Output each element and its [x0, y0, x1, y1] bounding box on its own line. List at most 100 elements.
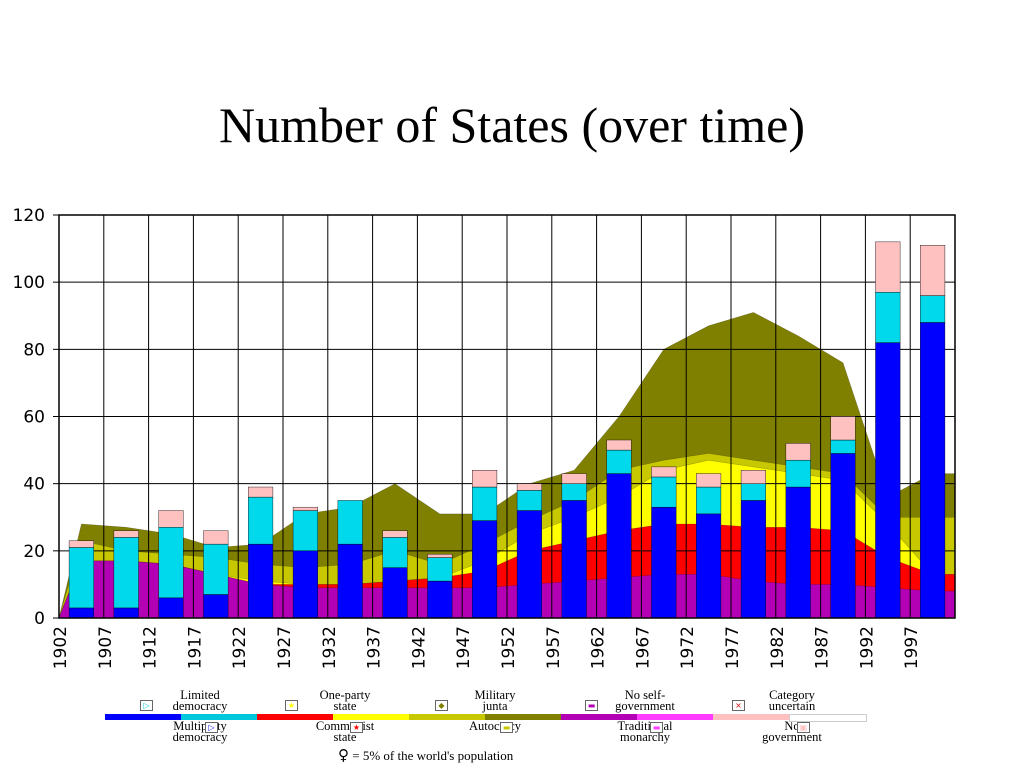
- legend: ♀ = 5% of the world's population Limited…: [0, 684, 1024, 768]
- bar-limited-democracy: [203, 543, 229, 595]
- legend-swatch: [561, 714, 637, 720]
- bar-limited-democracy: [651, 476, 677, 508]
- bar-no-government: [203, 530, 229, 545]
- bar-multiparty-democracy: [740, 500, 766, 619]
- bar-multiparty-democracy: [248, 543, 274, 619]
- bar-limited-democracy: [382, 537, 408, 568]
- bar-icon: ▬: [585, 700, 598, 711]
- bar-multiparty-democracy: [516, 510, 542, 619]
- x-tick-label: 1957: [544, 626, 564, 669]
- bar-limited-democracy: [920, 295, 946, 323]
- bar-limited-democracy: [427, 557, 453, 582]
- x-tick-label: 1987: [813, 626, 833, 669]
- bar-no-government: [561, 473, 587, 484]
- bar-multiparty-democracy: [651, 506, 677, 619]
- bar-multiparty-democracy: [427, 580, 453, 619]
- x-tick-label: 1977: [723, 626, 743, 669]
- bar-no-government: [472, 470, 498, 488]
- star-icon: ★: [285, 700, 298, 711]
- bar-no-government: [113, 530, 139, 538]
- bar-no-government: [875, 241, 901, 293]
- bar-limited-democracy: [740, 483, 766, 501]
- bar-no-government: [740, 470, 766, 484]
- x-tick-label: 1927: [275, 626, 295, 669]
- legend-label: No government: [762, 719, 822, 744]
- x-tick-label: 1947: [454, 626, 474, 669]
- y-tick-label: 120: [13, 206, 45, 226]
- legend-label: Category uncertain: [768, 688, 816, 713]
- star-icon: ★: [350, 722, 363, 733]
- legend-label: Multiparty democracy: [172, 719, 228, 744]
- bar-no-government: [651, 466, 677, 478]
- bar-limited-democracy: [516, 490, 542, 511]
- y-tick-label: 80: [23, 340, 45, 360]
- bar-multiparty-democracy: [606, 473, 632, 619]
- bar-no-government: [785, 443, 811, 461]
- bar-multiparty-democracy: [68, 607, 94, 619]
- legend-label: Communist state: [315, 719, 375, 744]
- bar-no-government: [830, 416, 856, 441]
- chart: 0 20 40 60 80 100 120 1902 1907 1912 1917 1922 1927 1…: [13, 206, 956, 669]
- bar-limited-democracy: [606, 449, 632, 474]
- bar-limited-democracy: [68, 547, 94, 609]
- x-tick-label: 1997: [902, 626, 922, 669]
- page-title: Number of States (over time): [219, 97, 805, 153]
- bar-no-government: [68, 540, 94, 548]
- x-tick-label: 1902: [51, 626, 71, 669]
- bar-limited-democracy: [248, 496, 274, 545]
- population-note: ♀ = 5% of the world's population: [338, 746, 513, 764]
- cross-icon: ×: [732, 700, 745, 711]
- bar-multiparty-democracy: [785, 486, 811, 619]
- y-tick-label: 40: [23, 475, 45, 495]
- bar-multiparty-democracy: [830, 453, 856, 619]
- bar-multiparty-democracy: [158, 597, 184, 619]
- y-tick-label: 20: [23, 542, 45, 562]
- y-tick-label: 0: [34, 609, 45, 629]
- x-tick-label: 1922: [230, 626, 250, 669]
- legend-label: Military junta: [474, 688, 516, 713]
- bar-limited-democracy: [292, 510, 318, 552]
- y-tick-label: 60: [23, 408, 45, 428]
- bar-no-government: [427, 553, 453, 558]
- bar-no-government: [248, 486, 274, 498]
- crown-icon: ▬: [500, 722, 513, 733]
- bar-no-government: [292, 506, 318, 511]
- flag-icon: ▷: [205, 722, 218, 733]
- bar-limited-democracy: [472, 486, 498, 521]
- x-tick-label: 1912: [141, 626, 161, 669]
- bar-limited-democracy: [113, 537, 139, 609]
- bar-multiparty-democracy: [696, 513, 722, 619]
- bar-limited-democracy: [785, 459, 811, 488]
- bar-no-government: [696, 473, 722, 488]
- bar-limited-democracy: [561, 483, 587, 501]
- x-tick-label: 1952: [499, 626, 519, 669]
- legend-label: Autocracy: [468, 719, 522, 733]
- legend-label: Traditional monarchy: [617, 719, 673, 744]
- bar-limited-democracy: [337, 500, 363, 545]
- x-tick-label: 1967: [633, 626, 653, 669]
- x-tick-label: 1917: [185, 626, 205, 669]
- y-tick-label: 100: [13, 273, 45, 293]
- flag-icon: ▷: [140, 700, 153, 711]
- legend-swatch: [105, 714, 181, 720]
- bar-multiparty-democracy: [203, 594, 229, 619]
- bar-multiparty-democracy: [113, 607, 139, 619]
- bar-no-government: [516, 483, 542, 491]
- bar-no-government: [158, 510, 184, 528]
- bar-multiparty-democracy: [292, 550, 318, 619]
- x-tick-label: 1907: [96, 626, 116, 669]
- bar-multiparty-democracy: [472, 520, 498, 619]
- throne-icon: ▬: [650, 722, 663, 733]
- x-tick-label: 1982: [768, 626, 788, 669]
- bar-limited-democracy: [158, 527, 184, 599]
- legend-swatch: [485, 714, 561, 720]
- bar-limited-democracy: [875, 292, 901, 343]
- bar-multiparty-democracy: [561, 500, 587, 619]
- legend-swatch: [181, 714, 257, 720]
- bar-multiparty-democracy: [875, 342, 901, 619]
- bar-multiparty-democracy: [382, 567, 408, 619]
- person-icon: ♀: [338, 746, 349, 764]
- legend-swatch: [637, 714, 713, 720]
- bar-no-government: [382, 530, 408, 538]
- legend-swatch: [409, 714, 485, 720]
